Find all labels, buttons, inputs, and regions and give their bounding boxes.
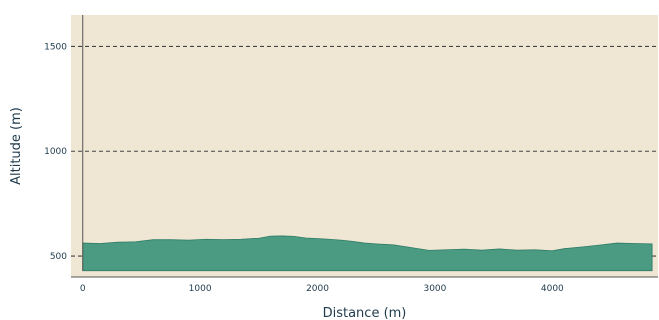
x-tick-label-2000: 2000 xyxy=(306,284,329,294)
x-tick-label-4000: 4000 xyxy=(541,284,564,294)
y-tick-label-1500: 1500 xyxy=(44,42,67,52)
y-axis-label: Altitude (m) xyxy=(9,107,24,185)
tick-group: 0 1000 2000 3000 4000 500 1000 1500 xyxy=(44,42,564,294)
y-tick-label-500: 500 xyxy=(50,252,67,262)
x-tick-label-1000: 1000 xyxy=(189,284,212,294)
elevation-area xyxy=(82,235,653,272)
x-tick-label-3000: 3000 xyxy=(423,284,446,294)
x-tick-label-0: 0 xyxy=(80,284,86,294)
x-axis-label: Distance (m) xyxy=(323,306,407,320)
y-tick-label-1000: 1000 xyxy=(44,147,67,157)
plot-background xyxy=(71,15,658,277)
